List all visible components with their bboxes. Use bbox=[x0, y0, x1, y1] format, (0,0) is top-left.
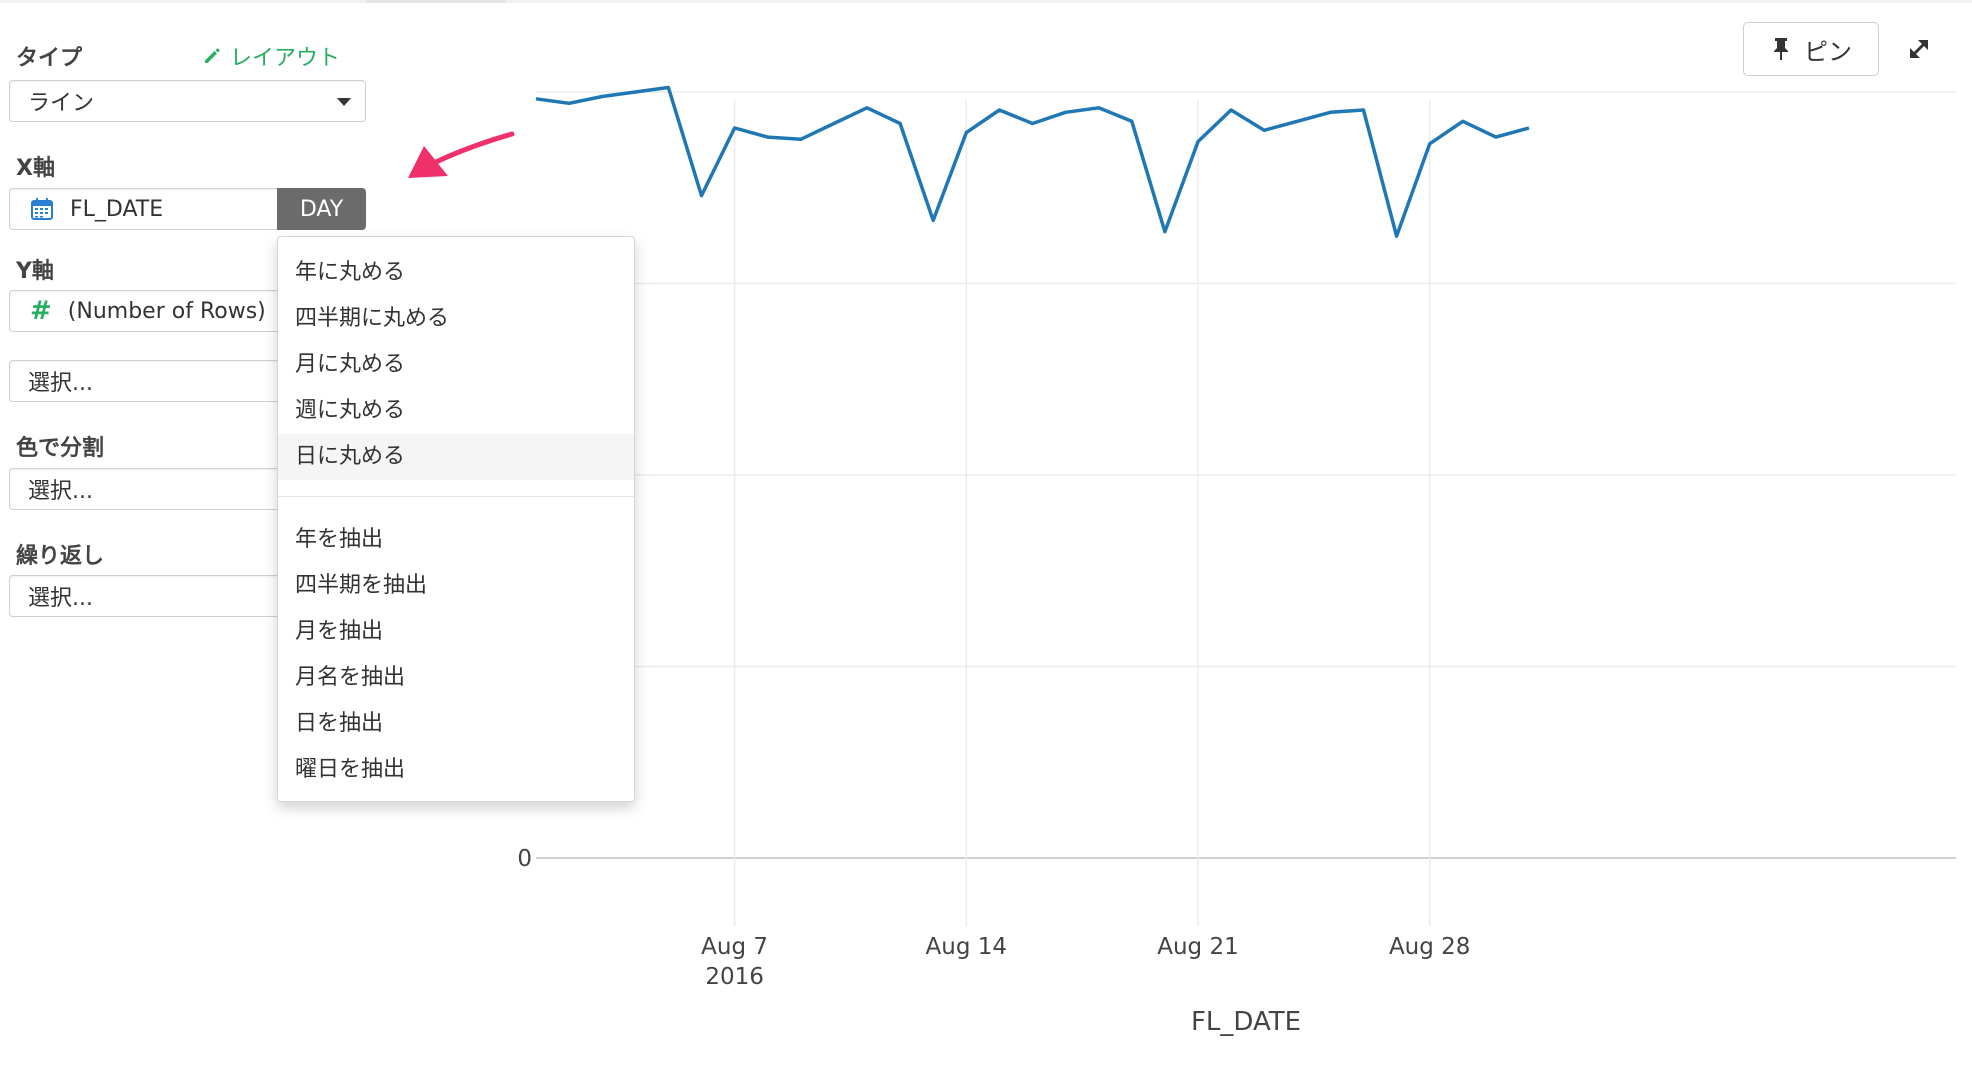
top-divider bbox=[0, 0, 1972, 3]
menu-divider bbox=[278, 496, 634, 497]
calendar-icon bbox=[31, 198, 53, 220]
pointer-arrow-icon bbox=[408, 131, 515, 178]
x-tick-label: Aug 21 bbox=[1157, 934, 1239, 960]
x-axis-label: X軸 bbox=[16, 156, 55, 181]
layout-link-label: レイアウト bbox=[230, 46, 341, 71]
y-tick-label: 0 bbox=[517, 846, 532, 872]
date-unit-button[interactable]: DAY bbox=[277, 188, 366, 230]
repeat-select[interactable]: 選択... bbox=[9, 575, 278, 617]
menu-item-extract-day[interactable]: 日を抽出 bbox=[295, 711, 384, 736]
menu-item-round-month[interactable]: 月に丸める bbox=[295, 352, 406, 377]
pin-button[interactable]: ピン bbox=[1743, 22, 1879, 76]
repeat-placeholder: 選択... bbox=[28, 586, 93, 611]
chart-grid bbox=[536, 91, 1956, 926]
menu-item-round-quarter[interactable]: 四半期に丸める bbox=[295, 306, 450, 331]
y-axis-extra-placeholder: 選択... bbox=[28, 371, 93, 396]
y-axis-field-value: (Number of Rows) bbox=[67, 298, 266, 324]
pin-icon bbox=[1774, 38, 1788, 60]
chart-type-value: ライン bbox=[28, 91, 95, 116]
y-axis-field[interactable]: # (Number of Rows) bbox=[9, 290, 278, 332]
y-axis-extra-select[interactable]: 選択... bbox=[9, 360, 278, 402]
menu-item-extract-quarter[interactable]: 四半期を抽出 bbox=[295, 573, 428, 598]
x-axis-title: FL_DATE bbox=[1191, 1007, 1301, 1037]
menu-item-extract-month[interactable]: 月を抽出 bbox=[295, 619, 384, 644]
color-split-select[interactable]: 選択... bbox=[9, 468, 278, 510]
type-label: タイプ bbox=[16, 46, 83, 71]
pencil-icon bbox=[205, 48, 220, 63]
menu-item-extract-month-name[interactable]: 月名を抽出 bbox=[295, 665, 406, 690]
repeat-label: 繰り返し bbox=[16, 544, 105, 569]
menu-item-round-week[interactable]: 週に丸める bbox=[295, 398, 406, 423]
chevron-down-icon bbox=[337, 98, 351, 106]
chart-type-select[interactable]: ライン bbox=[9, 80, 366, 122]
x-axis-field-value: FL_DATE bbox=[70, 196, 164, 222]
color-split-label: 色で分割 bbox=[16, 436, 105, 461]
layout-link[interactable]: レイアウト bbox=[202, 40, 340, 72]
x-tick-label: Aug 14 bbox=[926, 934, 1008, 960]
hash-icon: # bbox=[30, 296, 52, 326]
x-tick-year-label: 2016 bbox=[705, 964, 764, 990]
x-tick-label: Aug 28 bbox=[1389, 934, 1471, 960]
active-tab-indicator bbox=[366, 0, 506, 3]
menu-item-extract-year[interactable]: 年を抽出 bbox=[295, 527, 384, 552]
color-split-placeholder: 選択... bbox=[28, 479, 93, 504]
y-axis-ticks: 0 bbox=[517, 846, 532, 872]
y-axis-label: Y軸 bbox=[16, 259, 54, 284]
menu-item-extract-weekday[interactable]: 曜日を抽出 bbox=[295, 757, 406, 782]
expand-icon[interactable] bbox=[1904, 34, 1934, 64]
date-unit-menu: 年に丸める 四半期に丸める 月に丸める 週に丸める 日に丸める 年を抽出 四半期… bbox=[277, 236, 635, 802]
x-axis-field[interactable]: FL_DATE bbox=[9, 188, 278, 230]
menu-item-round-year[interactable]: 年に丸める bbox=[295, 260, 406, 285]
x-tick-label: Aug 7 bbox=[701, 934, 768, 960]
pin-button-label: ピン bbox=[1804, 37, 1852, 66]
x-axis-ticks: Aug 7 2016 Aug 14 Aug 21 Aug 28 bbox=[701, 934, 1470, 990]
menu-item-round-day[interactable]: 日に丸める bbox=[278, 434, 634, 480]
series-line bbox=[535, 85, 1530, 238]
